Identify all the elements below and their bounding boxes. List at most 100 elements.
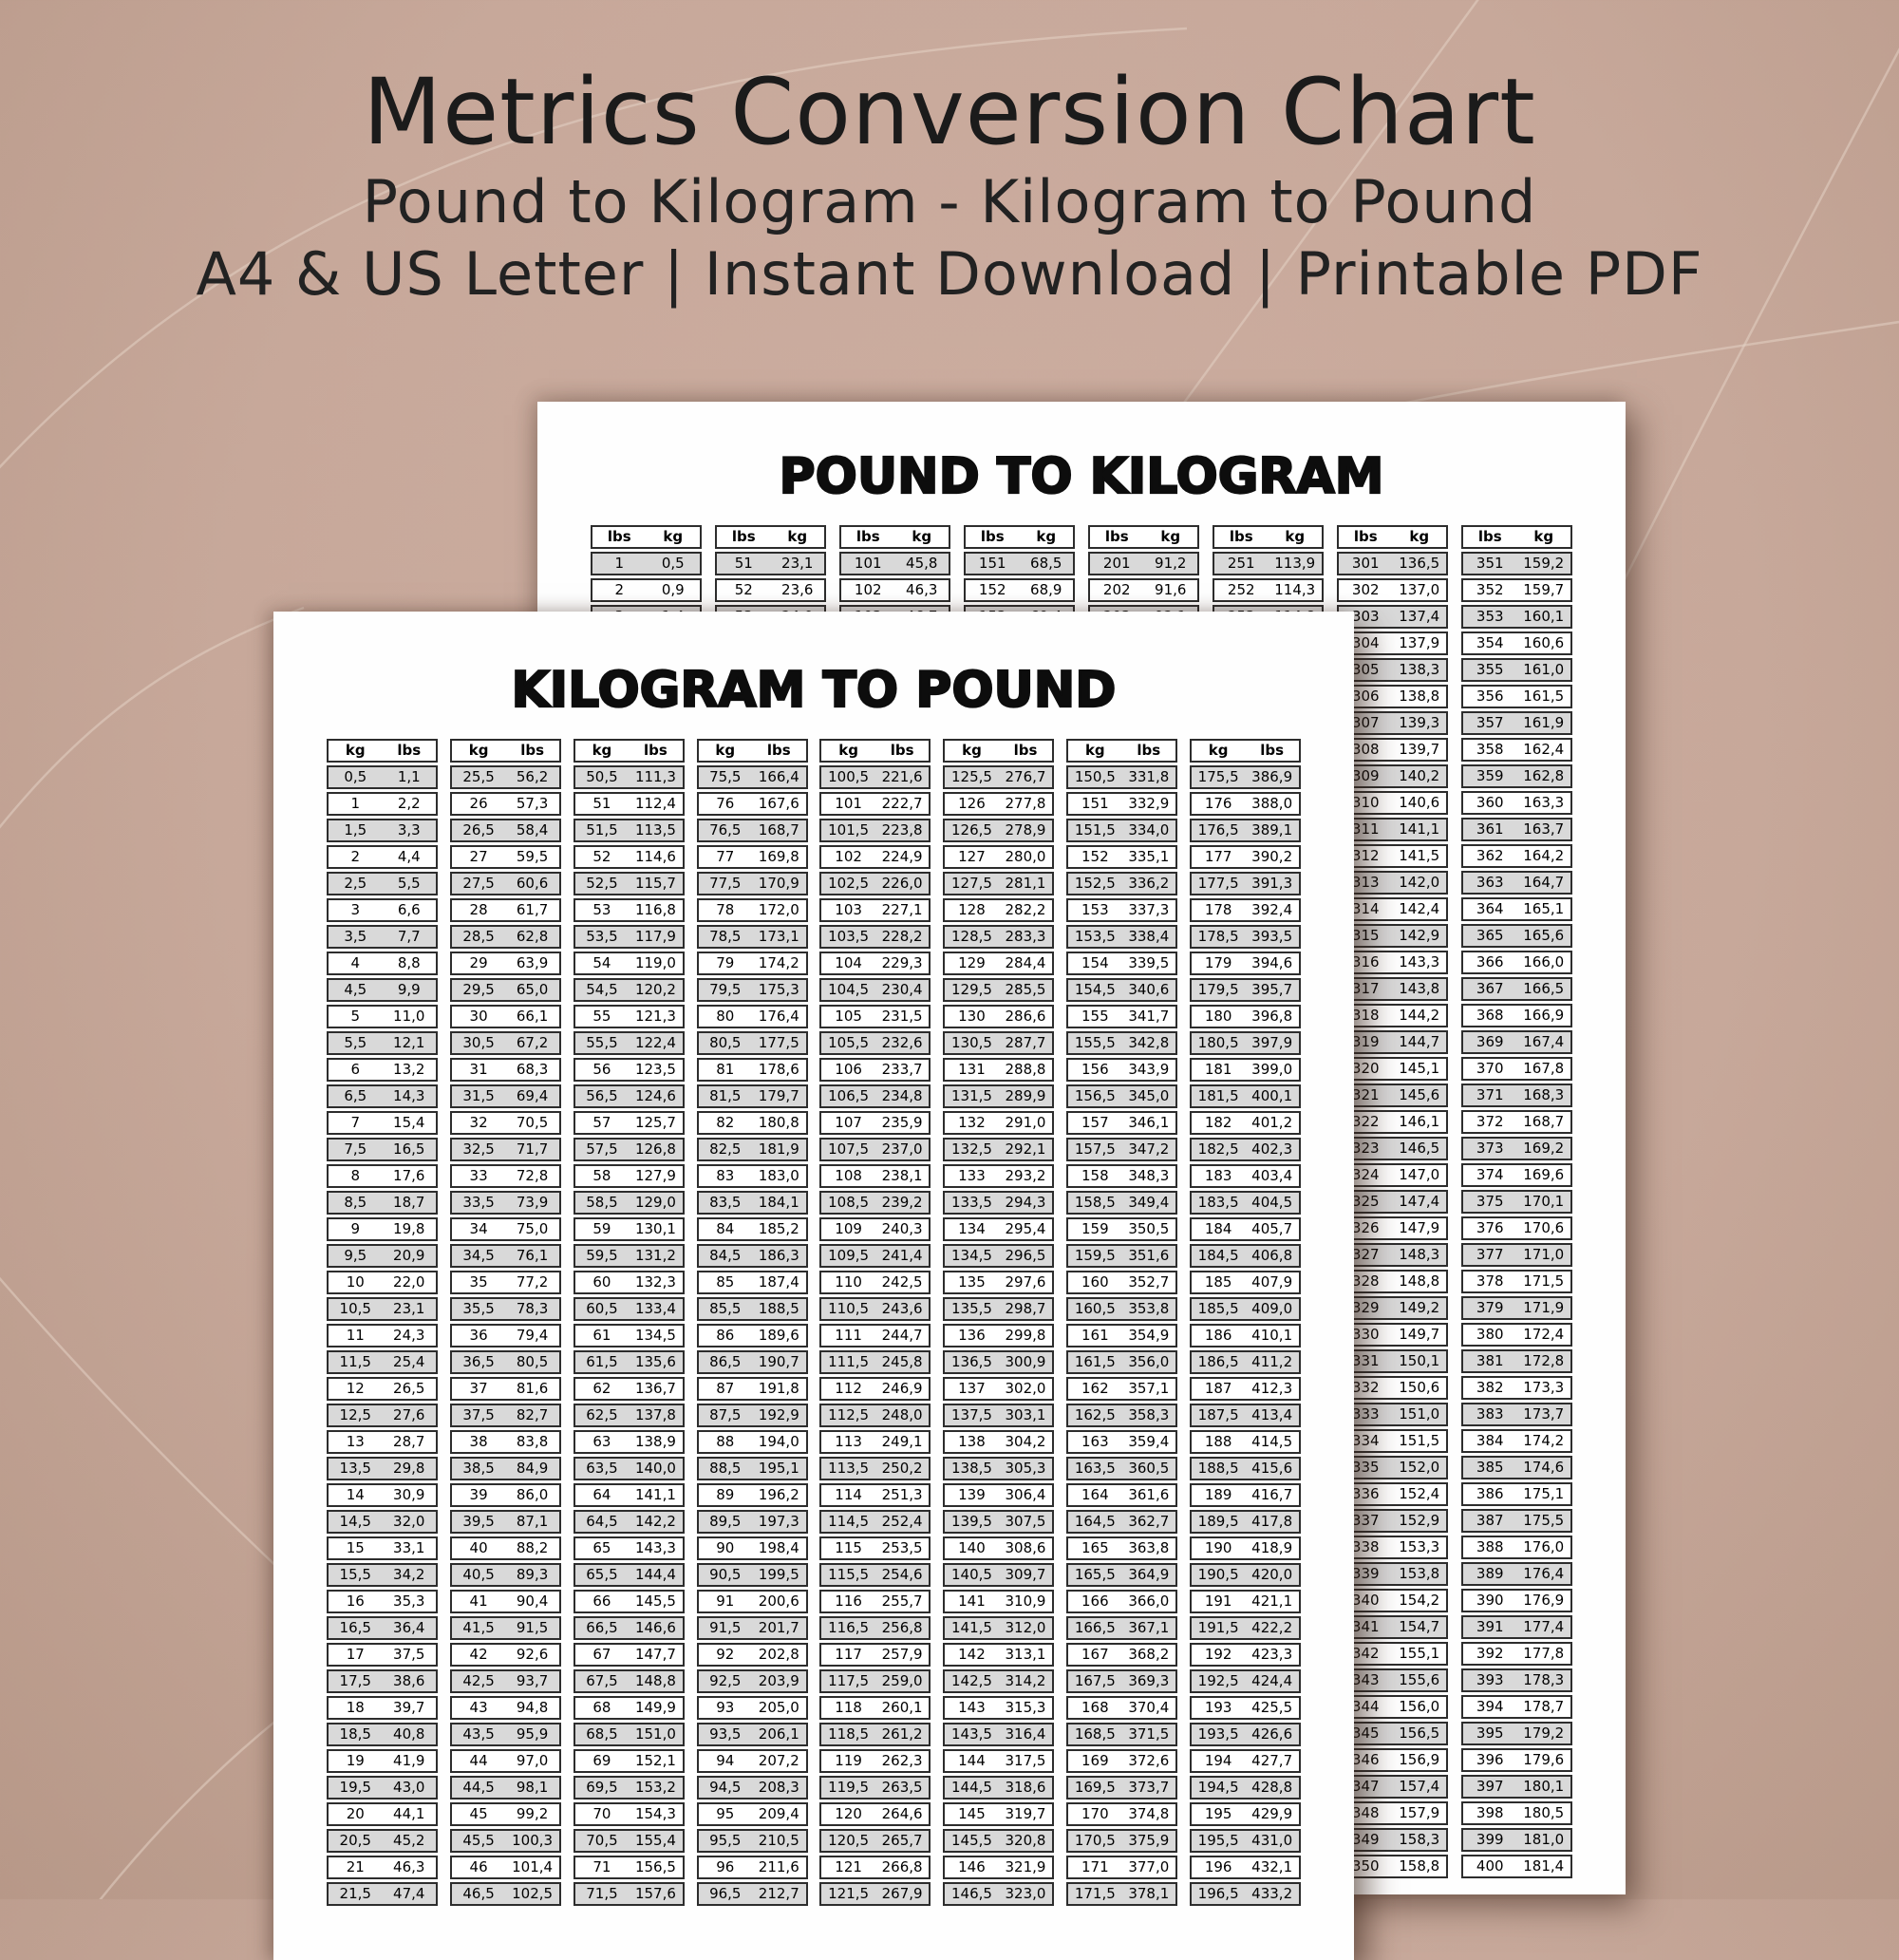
cell-kg: 192 xyxy=(1204,1646,1232,1663)
cell-kg: 1,5 xyxy=(344,821,367,839)
cell-kg: 175,5 xyxy=(1523,1512,1565,1529)
cell-kg: 147,9 xyxy=(1399,1219,1440,1236)
table-row: 382 173,3 xyxy=(1461,1376,1572,1400)
table-row: 369 167,4 xyxy=(1461,1030,1572,1054)
cell-kg: 183,5 xyxy=(1197,1194,1239,1211)
cell-kg: 158,5 xyxy=(1074,1194,1116,1211)
cell-kg: 116,5 xyxy=(828,1619,870,1636)
table-row: 6 13,2 xyxy=(327,1058,438,1082)
table-row: 5 11,0 xyxy=(327,1005,438,1028)
cell-lbs: 345 xyxy=(1351,1724,1380,1742)
column-header-lbs: lbs xyxy=(1013,742,1038,759)
column-header-row: lbs kg xyxy=(591,525,702,549)
cell-kg: 79,5 xyxy=(709,981,742,998)
cell-lbs: 93,7 xyxy=(516,1672,549,1689)
table-row: 170,5 375,9 xyxy=(1066,1829,1178,1853)
cell-kg: 0,5 xyxy=(661,555,685,572)
table-row: 45 99,2 xyxy=(449,1802,561,1826)
table-row: 157 346,1 xyxy=(1066,1111,1178,1135)
table-row: 154,5 340,6 xyxy=(1066,978,1178,1002)
cell-lbs: 375 xyxy=(1476,1193,1504,1210)
cell-lbs: 384 xyxy=(1476,1432,1504,1449)
table-row: 312 141,5 xyxy=(1337,844,1448,868)
table-row: 110,5 243,6 xyxy=(819,1297,931,1321)
cell-lbs: 302,0 xyxy=(1005,1380,1046,1397)
cell-lbs: 17,6 xyxy=(393,1167,425,1184)
table-row: 53 116,8 xyxy=(573,898,685,922)
cell-kg: 71 xyxy=(592,1858,611,1875)
table-row: 361 163,7 xyxy=(1461,818,1572,841)
cell-lbs: 397,9 xyxy=(1251,1034,1293,1051)
cell-lbs: 112,4 xyxy=(634,795,676,812)
cell-kg: 170 xyxy=(1081,1805,1109,1822)
cell-kg: 160 xyxy=(1081,1273,1109,1291)
cell-lbs: 179,7 xyxy=(758,1087,799,1104)
cell-kg: 41 xyxy=(469,1592,488,1610)
cell-kg: 1 xyxy=(350,795,361,812)
cell-lbs: 56,2 xyxy=(516,768,549,785)
column-header-kg: kg xyxy=(345,742,366,759)
table-row: 76 167,6 xyxy=(696,792,808,816)
cell-lbs: 280,0 xyxy=(1005,848,1046,865)
table-row: 379 171,9 xyxy=(1461,1296,1572,1320)
table-row: 158 348,3 xyxy=(1066,1164,1178,1188)
table-row: 93 205,0 xyxy=(696,1696,808,1720)
cell-kg: 159,7 xyxy=(1523,581,1565,598)
cell-kg: 19 xyxy=(346,1752,365,1769)
cell-lbs: 309 xyxy=(1351,767,1380,784)
table-row: 105,5 232,6 xyxy=(819,1031,931,1055)
cell-kg: 167 xyxy=(1081,1646,1109,1663)
cell-lbs: 392 xyxy=(1476,1645,1504,1662)
cell-lbs: 366 xyxy=(1476,953,1504,971)
cell-kg: 64 xyxy=(592,1486,611,1503)
cell-lbs: 307,5 xyxy=(1005,1513,1046,1530)
cell-kg: 37,5 xyxy=(462,1406,495,1423)
cell-kg: 136,5 xyxy=(1399,555,1440,572)
table-row: 50,5 111,3 xyxy=(573,765,685,789)
cell-kg: 30,5 xyxy=(462,1034,495,1051)
cell-lbs: 390 xyxy=(1476,1592,1504,1609)
cell-kg: 107,5 xyxy=(828,1140,870,1158)
table-row: 137,5 303,1 xyxy=(943,1404,1055,1427)
cell-kg: 111,5 xyxy=(828,1353,870,1370)
cell-lbs: 63,9 xyxy=(516,954,549,971)
table-row: 38,5 84,9 xyxy=(449,1457,561,1480)
cell-lbs: 27,6 xyxy=(393,1406,425,1423)
column-header-row: kg lbs xyxy=(327,739,438,763)
table-row: 116 255,7 xyxy=(819,1590,931,1613)
cell-lbs: 242,5 xyxy=(881,1273,923,1291)
cell-kg: 161,0 xyxy=(1523,661,1565,678)
table-row: 84,5 186,3 xyxy=(696,1244,808,1268)
cell-lbs: 88,2 xyxy=(516,1539,549,1556)
table-row: 17,5 38,6 xyxy=(327,1669,438,1693)
cell-lbs: 264,6 xyxy=(881,1805,923,1822)
page-title: Metrics Conversion Chart xyxy=(363,59,1536,165)
cell-lbs: 278,9 xyxy=(1005,821,1046,839)
cell-lbs: 151 xyxy=(978,555,1006,572)
cell-lbs: 124,6 xyxy=(634,1087,676,1104)
cell-lbs: 367 xyxy=(1476,980,1504,997)
table-row: 145 319,7 xyxy=(943,1802,1055,1826)
table-row: 135 297,6 xyxy=(943,1271,1055,1294)
cell-lbs: 83,8 xyxy=(516,1433,549,1450)
table-row: 301 136,5 xyxy=(1337,552,1448,575)
cell-lbs: 91,5 xyxy=(516,1619,549,1636)
cell-lbs: 238,1 xyxy=(881,1167,923,1184)
cell-kg: 46 xyxy=(469,1858,488,1875)
cell-lbs: 304 xyxy=(1351,634,1380,651)
cell-lbs: 339 xyxy=(1351,1565,1380,1582)
cell-lbs: 350 xyxy=(1351,1857,1380,1875)
table-row: 161 354,9 xyxy=(1066,1324,1178,1348)
table-row: 383 173,7 xyxy=(1461,1403,1572,1426)
page-subtitle-conversions: Pound to Kilogram - Kilogram to Pound xyxy=(362,167,1537,236)
table-row: 103 227,1 xyxy=(819,898,931,922)
cell-lbs: 318,6 xyxy=(1005,1779,1046,1796)
table-row: 95,5 210,5 xyxy=(696,1829,808,1853)
cell-kg: 34 xyxy=(469,1220,488,1237)
cell-kg: 161,9 xyxy=(1523,714,1565,731)
table-row: 39 86,0 xyxy=(449,1483,561,1507)
table-row: 364 165,1 xyxy=(1461,897,1572,921)
cell-kg: 118 xyxy=(835,1699,862,1716)
table-row: 65 143,3 xyxy=(573,1536,685,1560)
cell-lbs: 331 xyxy=(1351,1352,1380,1369)
